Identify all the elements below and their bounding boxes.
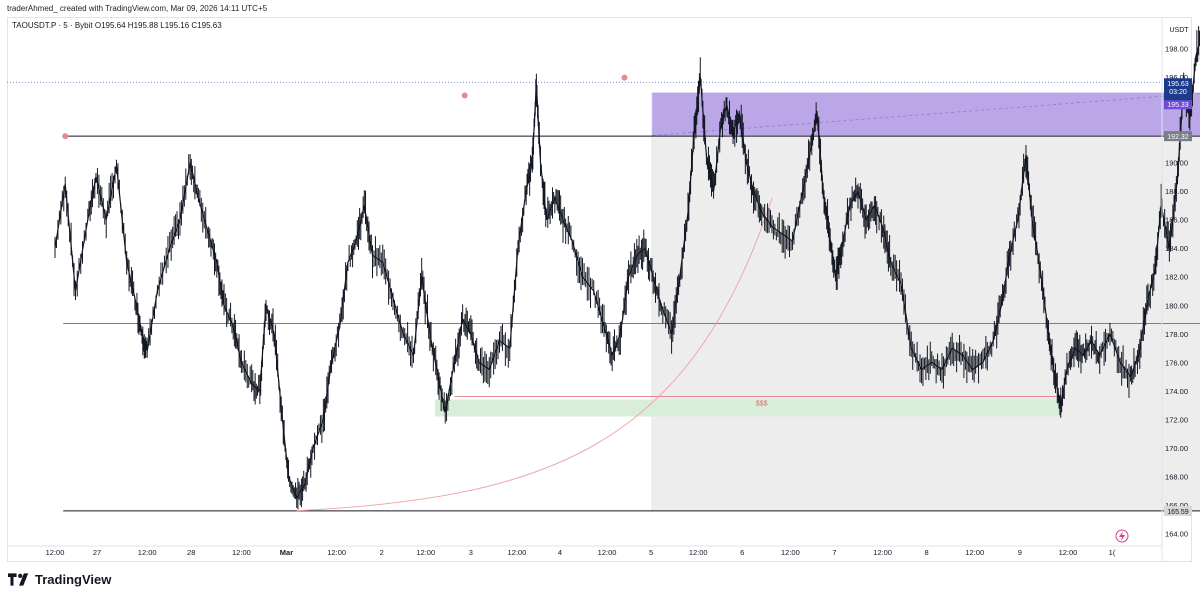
x-tick-label: 12:00 (46, 548, 65, 557)
y-tick-label: 172.00 (1165, 415, 1188, 424)
low-price-tag-text: 165.59 (1167, 509, 1189, 516)
y-tick-label: 186.00 (1165, 216, 1188, 225)
y-tick-label: 178.00 (1165, 330, 1188, 339)
x-tick-label: 12:00 (416, 548, 435, 557)
x-tick-label: 7 (832, 548, 836, 557)
y-tick-label: 166.00 (1165, 501, 1188, 510)
alert-lightning-glyph (1119, 531, 1125, 541)
last-price-tag-text: 03:20 (1169, 89, 1187, 96)
low-price-tag (1164, 505, 1192, 516)
y-tick-label: 168.00 (1165, 473, 1188, 482)
y-tick-label: 188.00 (1165, 187, 1188, 196)
x-tick-label: Mar (280, 548, 293, 557)
x-tick-label: 1( (1109, 548, 1116, 557)
ohlc-open-label: O (94, 21, 102, 30)
swing-high-marker (461, 92, 468, 99)
ohlc-high: 195.88 (133, 21, 159, 30)
x-tick-label: 9 (1018, 548, 1022, 557)
bid-price-tag (1164, 100, 1192, 110)
y-tick-label: 180.00 (1165, 301, 1188, 310)
y-tick-label: 174.00 (1165, 387, 1188, 396)
range-zone (651, 92, 1200, 511)
x-tick-label: 4 (558, 548, 562, 557)
ohlc-open: 195.64 (101, 21, 126, 30)
ohlc-close-label: C (191, 21, 198, 30)
x-tick-label: 27 (93, 548, 101, 557)
ohlc-high-label: H (127, 21, 134, 30)
chart-credit: traderAhmed_ created with TradingView.co… (7, 4, 268, 13)
y-tick-label: 198.00 (1165, 44, 1188, 53)
curve-arc (296, 198, 773, 512)
x-tick-label: 12:00 (781, 548, 800, 557)
y-tick-label: 196.00 (1165, 73, 1188, 82)
currency-label: USDT (1169, 27, 1189, 34)
y-tick-label: 176.00 (1165, 358, 1188, 367)
symbol-legend: TAOUSDT.P · 5 · Bybit O195.64 H195.88 L1… (12, 21, 222, 30)
x-tick-label: 12:00 (508, 548, 527, 557)
level-price-tag (1164, 131, 1192, 142)
x-tick-label: 12:00 (598, 548, 617, 557)
alert-lightning-icon (1115, 529, 1129, 543)
x-tick-label: 12:00 (965, 548, 984, 557)
ohlc-low: 195.16 (164, 21, 190, 30)
tradingview-brand: TradingView (35, 572, 112, 587)
x-tick-label: 5 (649, 548, 653, 557)
demand-zone (434, 399, 1061, 417)
liquidity-label: $$$ (756, 401, 768, 408)
x-tick-label: 12:00 (327, 548, 346, 557)
symbol-name: TAOUSDT.P · 5 · Bybit (12, 21, 93, 30)
x-tick-label: 12:00 (232, 548, 251, 557)
x-tick-label: 8 (925, 548, 929, 557)
y-tick-label: 182.00 (1165, 273, 1188, 282)
last-price-tag-text: 195.63 (1167, 81, 1189, 88)
swing-high-marker (62, 133, 69, 140)
y-tick-label: 164.00 (1165, 530, 1188, 539)
ohlc-low-label: L (160, 21, 165, 30)
ohlc-close: 195.63 (197, 21, 222, 30)
last-price-tag (1164, 78, 1192, 105)
y-tick-label: 184.00 (1165, 244, 1188, 253)
tradingview-logo-icon (8, 573, 29, 586)
x-tick-label: 12:00 (138, 548, 157, 557)
level-price-tag-text: 192.32 (1167, 134, 1189, 141)
x-tick-label: 12:00 (1059, 548, 1078, 557)
y-tick-label: 170.00 (1165, 444, 1188, 453)
bid-price-text: 195.33 (1167, 102, 1189, 109)
x-tick-label: 6 (740, 548, 744, 557)
x-tick-label: 12:00 (873, 548, 892, 557)
y-tick-label: 190.00 (1165, 159, 1188, 168)
swing-high-marker (621, 74, 628, 81)
x-tick-label: 2 (380, 548, 384, 557)
x-tick-label: 3 (469, 548, 473, 557)
x-tick-label: 28 (187, 548, 195, 557)
x-tick-label: 12:00 (689, 548, 708, 557)
tradingview-logo[interactable]: TradingView (8, 572, 111, 587)
